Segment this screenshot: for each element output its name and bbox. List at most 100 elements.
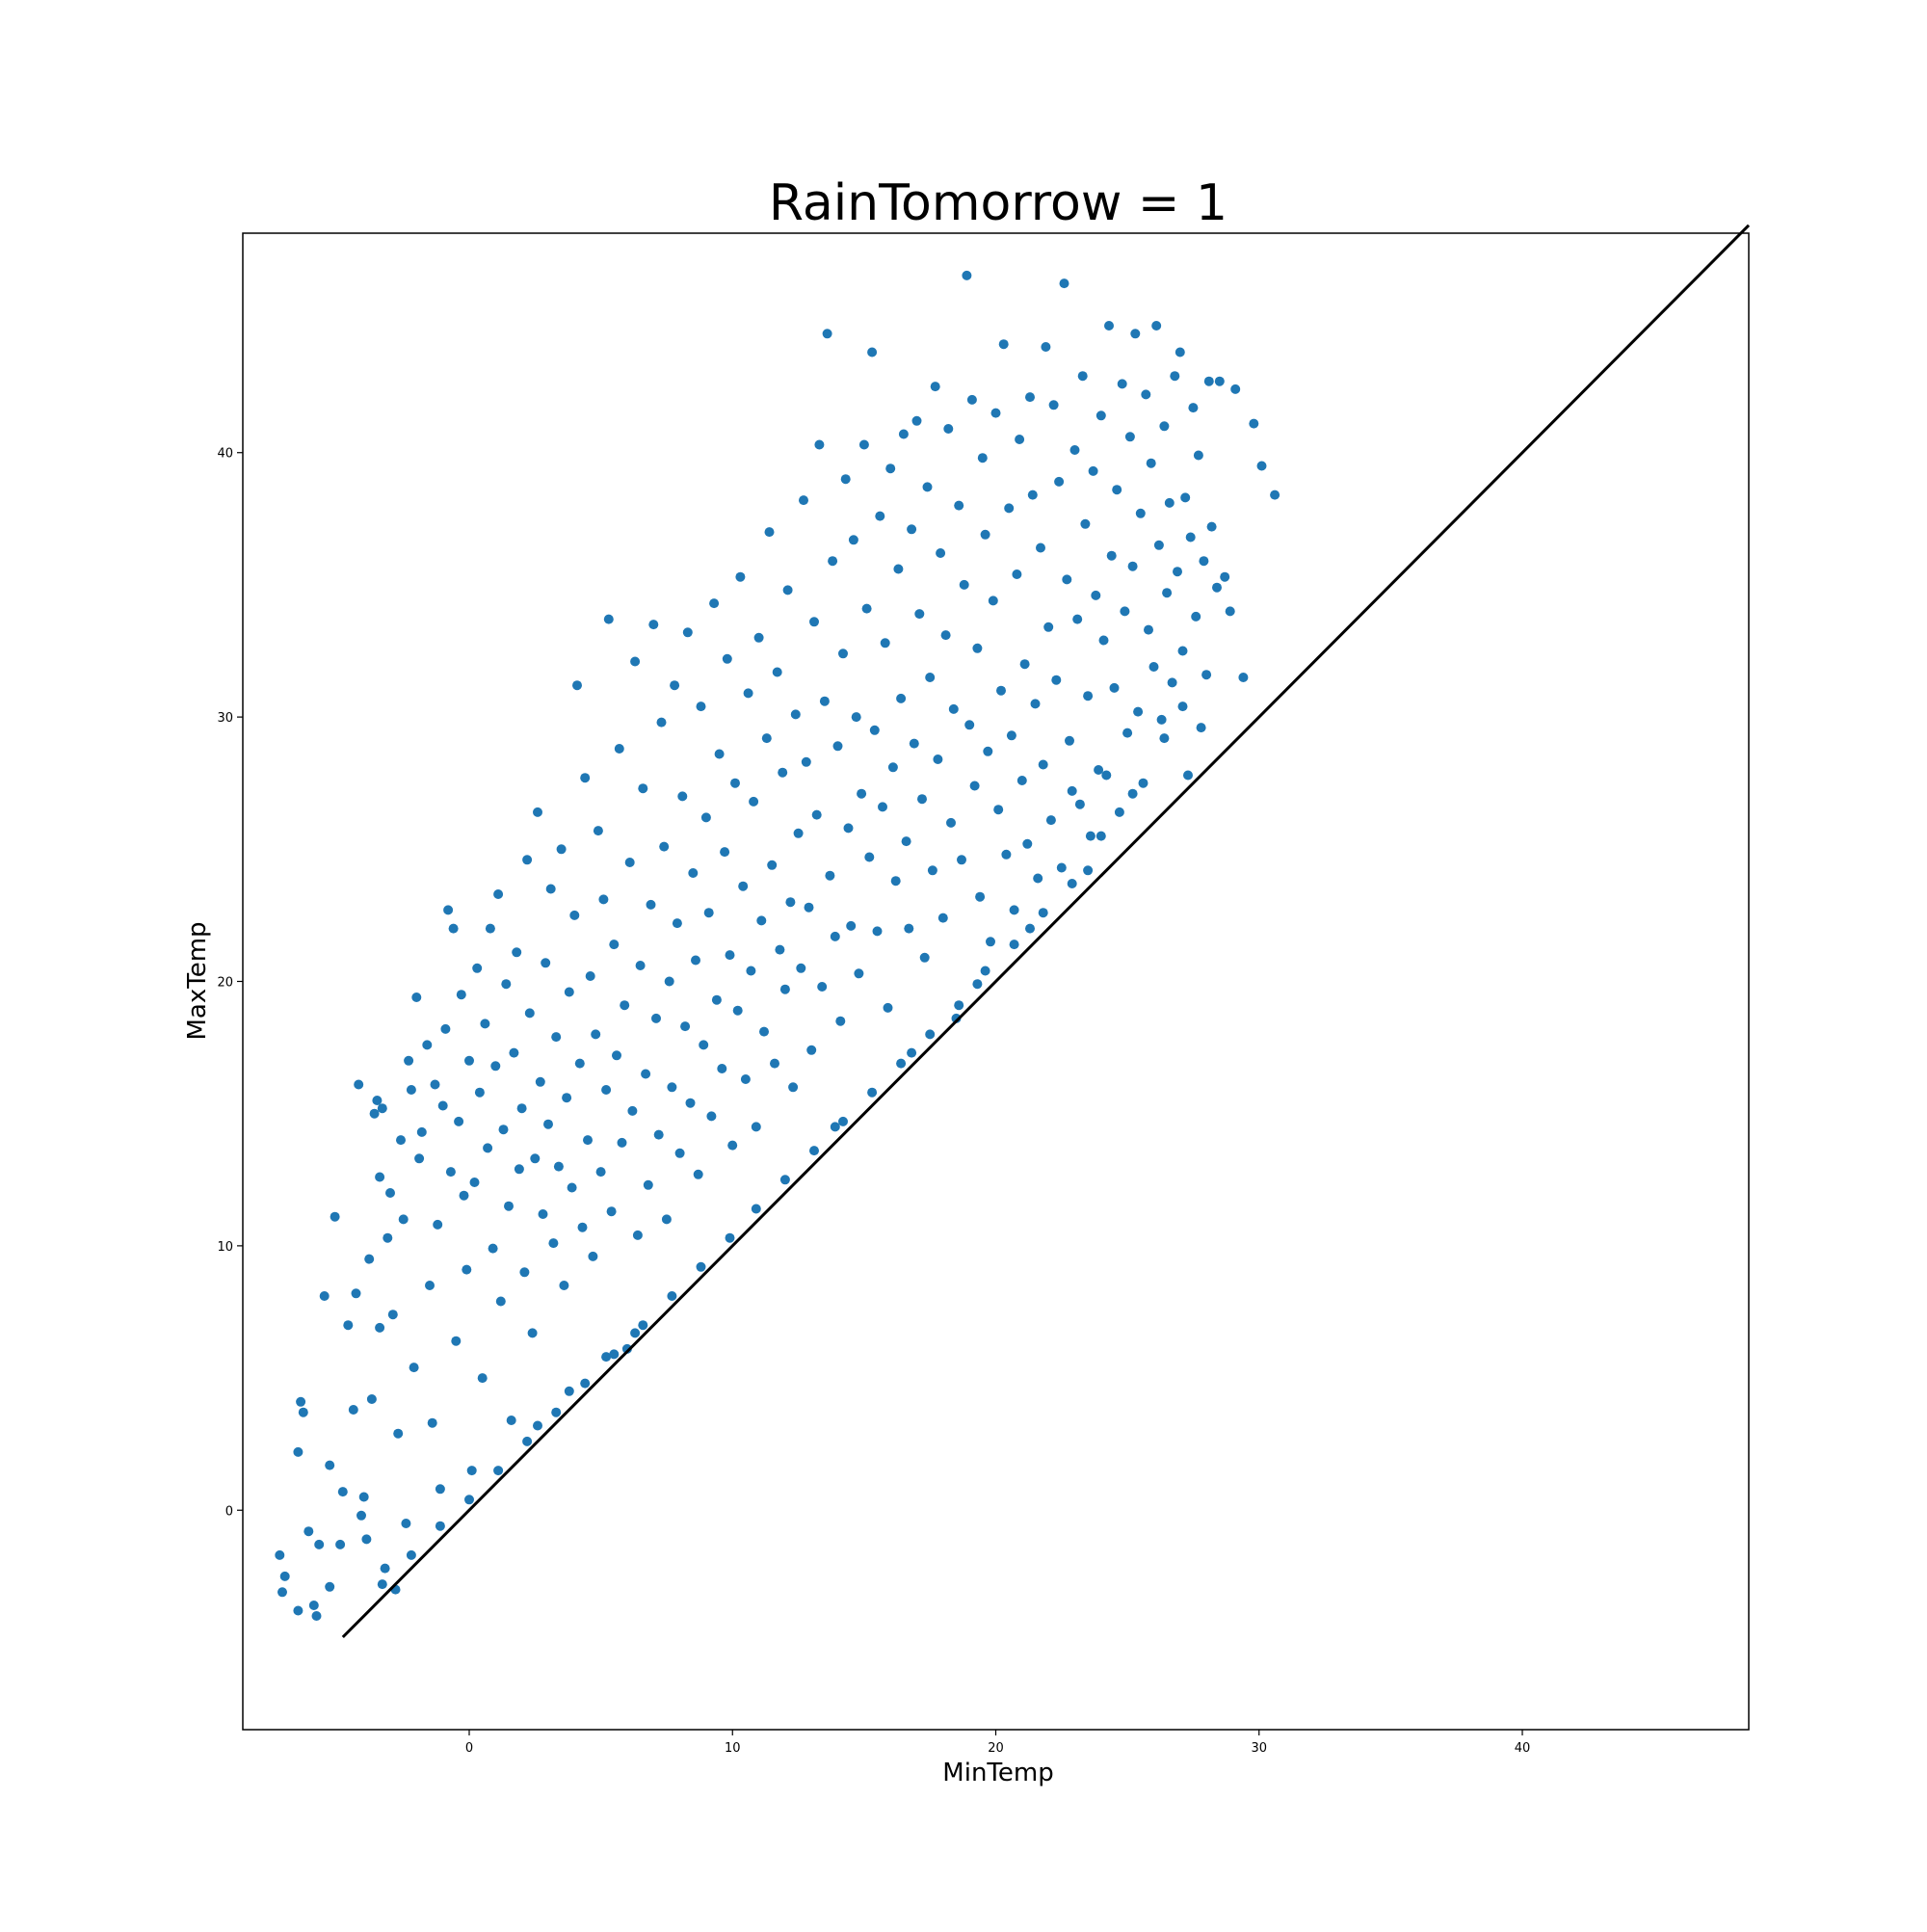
data-point [988,595,998,606]
data-point [975,891,986,902]
data-point [564,1386,574,1396]
data-point [612,1050,621,1061]
data-point [753,632,764,643]
data-point [1022,838,1033,849]
data-point [648,620,659,630]
data-point [846,920,857,931]
y-tick-label: 0 [225,1504,233,1519]
data-point [790,709,801,720]
data-point [828,556,838,567]
data-point [1051,675,1062,685]
data-point [825,870,835,881]
data-point [1030,699,1041,709]
data-point [814,439,825,450]
data-point [851,712,861,723]
data-point [838,1116,848,1126]
data-point [696,1261,706,1272]
data-point [1114,807,1124,817]
data-point [1153,540,1164,550]
data-point [858,439,869,450]
data-point [1220,571,1230,582]
data-point [962,270,972,280]
data-point [535,1076,545,1087]
data-point [1212,582,1222,593]
data-point [490,1061,501,1072]
data-point [456,990,466,1000]
data-point [1016,776,1027,785]
data-point [541,958,551,968]
data-point [543,1119,553,1129]
data-point [1101,770,1112,781]
data-point [966,394,977,405]
data-point [404,1055,414,1066]
data-point [1004,503,1015,514]
data-point [909,738,919,749]
data-point [770,1058,779,1069]
data-point [680,1021,691,1032]
data-point [354,1079,364,1090]
data-point [840,474,851,485]
data-point [1056,862,1067,873]
data-point [893,564,904,574]
data-point [804,902,814,913]
data-point [1094,765,1104,775]
data-point [1238,673,1249,682]
data-point [854,968,864,979]
data-point [822,329,832,339]
data-point [609,940,620,950]
data-point [1193,450,1203,461]
data-point [1203,376,1214,386]
data-point [1091,590,1101,600]
y-tick-label: 40 [217,447,233,462]
y-tick-label: 20 [217,976,233,991]
x-axis-ticks: 0 10 20 30 40 [465,1730,1530,1756]
data-point [574,1058,585,1069]
data-point [751,1122,761,1132]
data-point [601,1352,612,1363]
data-point [509,1047,519,1058]
data-point [311,1611,322,1621]
data-point [1159,421,1170,432]
data-point [1085,831,1095,841]
data-point [501,979,512,990]
data-point [383,1232,393,1243]
data-point [778,767,788,778]
data-point [996,685,1006,696]
data-point [564,987,574,997]
data-point [1012,569,1022,579]
data-point [972,979,983,990]
data-point [743,688,753,699]
data-point [638,783,648,794]
data-point [279,1571,290,1581]
data-point [372,1096,383,1105]
data-point [819,696,830,706]
data-point [1117,379,1127,389]
data-point [746,966,756,976]
data-point [1185,532,1196,543]
data-point [416,1126,427,1137]
data-point [545,884,556,894]
data-point [530,1153,541,1164]
data-point [864,852,875,862]
data-point [919,952,930,963]
data-point [495,1296,506,1307]
data-point [796,963,806,973]
data-point [830,931,840,941]
y-tick-label: 10 [217,1240,233,1255]
data-point [969,781,980,791]
points-layer [275,270,1280,1621]
data-point [462,1264,472,1275]
data-point [538,1209,548,1219]
data-point [656,717,667,728]
data-point [1025,923,1035,934]
data-point [772,667,782,677]
data-point [396,1135,406,1146]
data-point [522,855,533,865]
x-tick-label: 30 [1251,1741,1267,1756]
data-point [1175,347,1185,357]
data-point [1038,908,1048,918]
data-point [907,524,917,535]
data-point [1065,735,1074,746]
data-point [635,961,646,970]
